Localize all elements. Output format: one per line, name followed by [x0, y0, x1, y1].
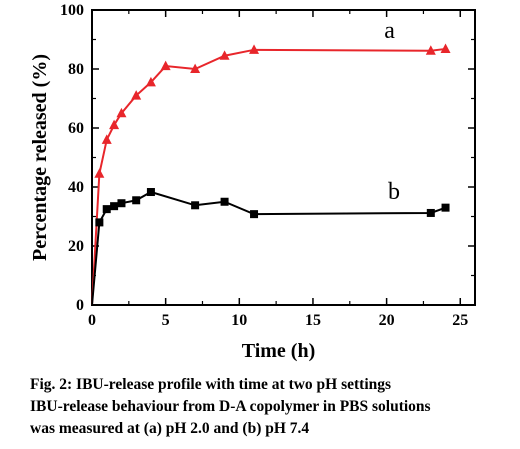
data-point-a — [425, 45, 436, 55]
caption-line-1: Fig. 2: IBU-release profile with time at… — [30, 376, 392, 393]
y-tick-label: 60 — [68, 120, 84, 137]
data-point-b — [102, 205, 111, 214]
data-point-b — [95, 218, 104, 227]
data-point-b — [220, 197, 229, 206]
y-axis-label: Percentage released (%) — [29, 54, 51, 261]
x-axis-label: Time (h) — [242, 340, 316, 362]
x-tick-label: 20 — [379, 312, 395, 329]
data-point-a — [116, 107, 127, 118]
data-point-a — [249, 44, 260, 54]
data-point-a — [145, 76, 156, 87]
data-point-b — [117, 199, 126, 208]
x-tick-label: 0 — [88, 312, 96, 329]
x-tick-label: 5 — [162, 312, 170, 329]
data-point-b — [426, 208, 435, 217]
figure-caption: Fig. 2: IBU-release profile with time at… — [30, 374, 516, 440]
data-point-a — [131, 90, 142, 100]
caption-line-3: was measured at (a) pH 2.0 and (b) pH 7.… — [30, 420, 310, 437]
series-label-b: b — [388, 179, 400, 205]
data-point-a — [109, 119, 120, 130]
data-point-b — [110, 202, 119, 211]
data-point-a — [219, 50, 230, 60]
y-tick-label: 40 — [68, 179, 84, 196]
x-tick-label: 15 — [305, 312, 321, 329]
plot-axes: 0 5 10 15 20 25 0 20 40 60 80 100 — [60, 2, 476, 329]
y-tick-label: 0 — [76, 297, 84, 314]
data-point-a — [101, 134, 112, 144]
caption-line-2: IBU-release behaviour from D-A copolymer… — [30, 398, 431, 415]
series-line-a — [91, 47, 446, 306]
y-tick-label: 80 — [68, 61, 84, 78]
data-point-a — [160, 60, 171, 71]
data-point-b — [250, 210, 259, 219]
series-label-a: a — [384, 18, 395, 44]
data-point-b — [441, 203, 450, 212]
data-point-b — [146, 188, 155, 197]
data-point-a — [94, 168, 105, 178]
series-layer — [91, 43, 451, 306]
data-point-b — [191, 201, 200, 210]
y-tick-label: 100 — [60, 2, 84, 19]
data-point-a — [440, 43, 451, 53]
y-tick-label: 20 — [68, 238, 84, 255]
release-profile-chart: 0 5 10 15 20 25 0 20 40 60 80 100 a b Time (h) Perc… — [29, 2, 476, 362]
series-line-b — [91, 190, 446, 306]
data-point-b — [132, 196, 141, 205]
x-tick-label: 10 — [231, 312, 247, 329]
plot-frame — [91, 9, 476, 306]
x-tick-label: 25 — [452, 312, 468, 329]
data-point-a — [190, 63, 201, 74]
